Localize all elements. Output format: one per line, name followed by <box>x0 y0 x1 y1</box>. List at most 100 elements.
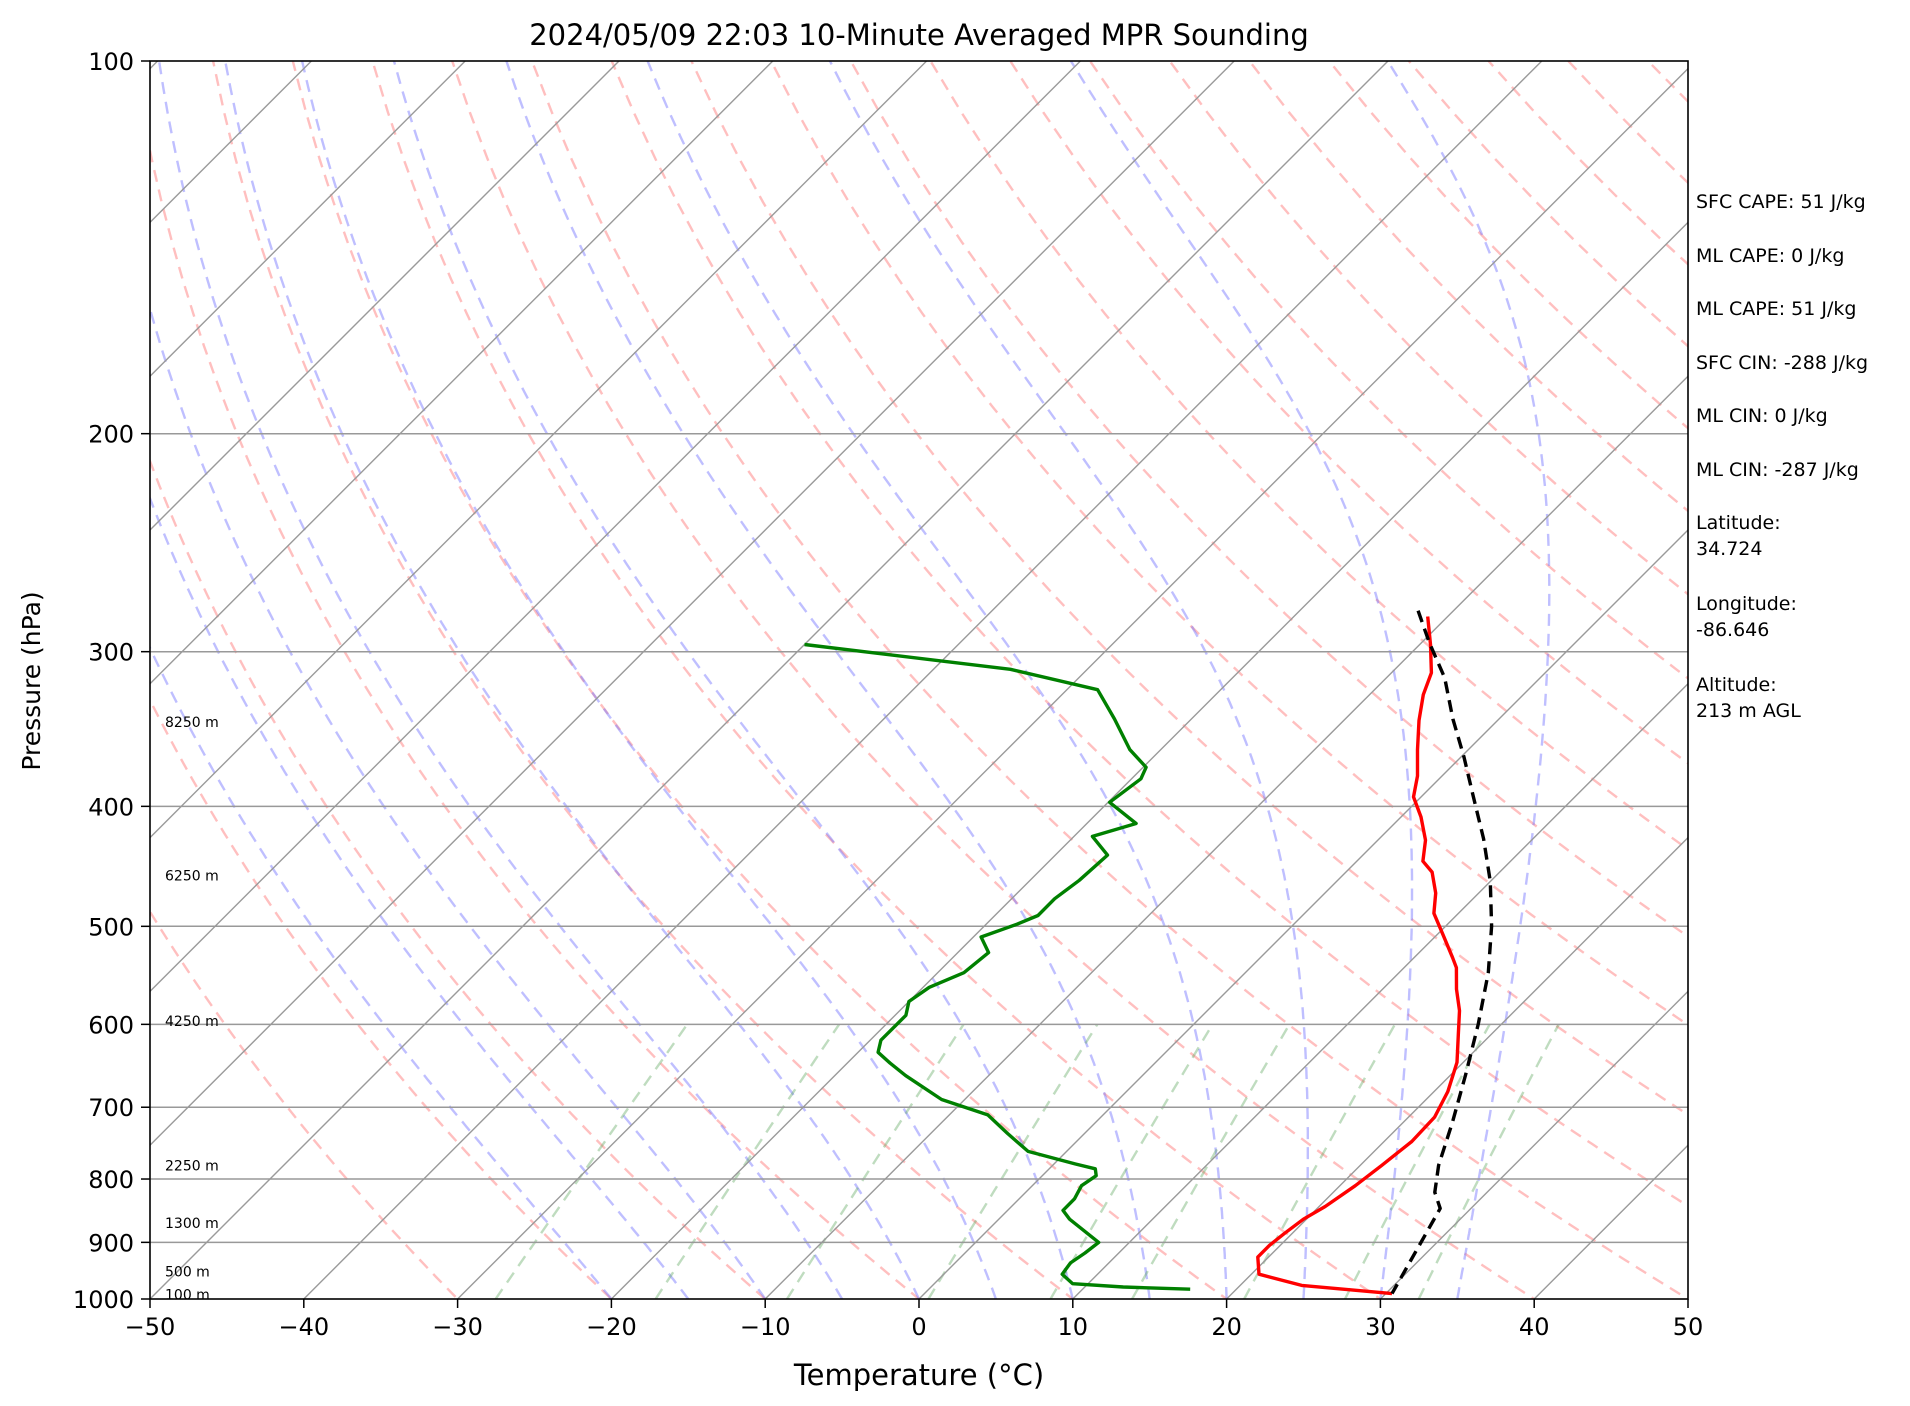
isotherm-line <box>150 61 774 685</box>
height-labels: 8250 m 6250 m 4250 m 2250 m 1300 m 500 m 100 m <box>165 715 219 1304</box>
moist-adiabat <box>646 61 1228 1299</box>
ml-cin-label-2: ML CIN: -287 J/kg <box>1696 459 1859 481</box>
dry-adiabat <box>610 61 1688 1208</box>
dry-adiabat <box>451 61 1537 1299</box>
sfc-cape-label: SFC CAPE: 51 J/kg <box>1696 191 1866 213</box>
dry-adiabat <box>849 61 1688 938</box>
height-label: 6250 m <box>165 869 219 885</box>
x-tick-label: −40 <box>278 1313 329 1341</box>
latitude-value: 34.724 <box>1696 538 1763 560</box>
x-axis-label: Temperature (°C) <box>793 1358 1044 1392</box>
dry-adiabat <box>530 61 1688 1299</box>
dry-adiabat <box>770 61 1688 1027</box>
dry-adiabat <box>291 61 1229 1299</box>
dry-adiabat <box>1168 61 1688 596</box>
isotherm-line <box>150 61 928 839</box>
y-tick-label: 600 <box>88 1011 134 1039</box>
isotherm-line <box>610 221 1688 1299</box>
isotherm-line <box>764 375 1688 1299</box>
x-tick-label: −50 <box>125 1313 176 1341</box>
moist-adiabat <box>392 61 1074 1299</box>
chart-title: 2024/05/09 22:03 10-Minute Averaged MPR … <box>529 18 1309 52</box>
mixing-ratio-line <box>494 1023 689 1299</box>
dry-adiabat <box>211 61 1075 1299</box>
y-tick-label: 300 <box>88 639 134 667</box>
isotherm-line <box>150 61 1389 1299</box>
background-grid <box>0 61 1688 1299</box>
isotherm-line <box>150 61 1235 1147</box>
isotherm-line <box>457 67 1688 1299</box>
height-label: 100 m <box>165 1288 210 1304</box>
altitude-value: 213 m AGL <box>1696 700 1801 722</box>
height-label: 2250 m <box>165 1158 219 1174</box>
isotherm-line <box>1072 682 1688 1299</box>
y-tick-label: 700 <box>88 1094 134 1122</box>
height-label: 1300 m <box>165 1216 219 1232</box>
x-tick-label: −30 <box>432 1313 483 1341</box>
ml-cape-label: ML CAPE: 0 J/kg <box>1696 245 1845 267</box>
moist-adiabat <box>150 304 767 1299</box>
moist-adiabat <box>150 495 690 1299</box>
y-axis-label: Pressure (hPa) <box>17 591 46 770</box>
height-label: 4250 m <box>165 1014 219 1030</box>
height-label: 500 m <box>165 1264 210 1280</box>
y-tick-label: 900 <box>88 1229 134 1257</box>
y-tick-label: 800 <box>88 1166 134 1194</box>
mixing-ratio-line <box>1343 1023 1491 1299</box>
dry-adiabat <box>150 457 768 1299</box>
dry-adiabat <box>150 144 921 1299</box>
moist-adiabat <box>1386 61 1551 1299</box>
isotherm-line <box>1379 990 1688 1299</box>
moist-adiabat <box>505 61 1151 1299</box>
y-tick-label: 100 <box>88 48 134 76</box>
isotherm-line <box>918 529 1688 1299</box>
isotherm-line <box>1226 836 1688 1299</box>
dry-adiabat <box>150 697 614 1299</box>
dry-adiabat <box>150 909 460 1299</box>
sounding-series <box>804 610 1494 1296</box>
sfc-cin-label: SFC CIN: -288 J/kg <box>1696 352 1869 374</box>
y-tick-label: 400 <box>88 793 134 821</box>
ml-cape-label-2: ML CAPE: 51 J/kg <box>1696 298 1857 320</box>
isotherm-line <box>150 61 312 224</box>
isotherm-line <box>150 61 466 378</box>
ml-cin-label: ML CIN: 0 J/kg <box>1696 405 1828 427</box>
moist-adiabat <box>1069 61 1414 1299</box>
moist-adiabat <box>828 61 1309 1299</box>
isotherm-line <box>0 61 4 1299</box>
moist-adiabat <box>300 61 998 1299</box>
x-tick-label: 0 <box>911 1313 926 1341</box>
isotherm-line <box>303 61 1543 1299</box>
y-axis-ticks: 100 200 300 400 500 600 700 800 900 1000 <box>73 48 150 1314</box>
temperature-profile-line <box>1256 616 1462 1296</box>
x-axis-ticks: −50 −40 −30 −20 −10 0 10 20 30 40 50 <box>125 1299 1704 1341</box>
dry-adiabat <box>371 61 1383 1299</box>
mixing-ratio-line <box>1131 1023 1291 1299</box>
y-tick-label: 200 <box>88 421 134 449</box>
mixing-ratio-line <box>1417 1023 1560 1299</box>
x-tick-label: −20 <box>586 1313 637 1341</box>
longitude-heading: Longitude: <box>1696 593 1797 615</box>
dewpoint-profile-line <box>804 642 1191 1291</box>
isotherm-line <box>150 61 1081 993</box>
x-tick-label: 40 <box>1519 1313 1550 1341</box>
x-tick-label: 10 <box>1058 1313 1089 1341</box>
x-tick-label: 30 <box>1365 1313 1396 1341</box>
altitude-heading: Altitude: <box>1696 674 1777 696</box>
moist-adiabat <box>224 61 921 1299</box>
height-label: 8250 m <box>165 715 219 731</box>
y-tick-label: 1000 <box>73 1286 134 1314</box>
mixing-ratio-line <box>654 1023 841 1299</box>
x-tick-label: 20 <box>1211 1313 1242 1341</box>
x-tick-label: −10 <box>740 1313 791 1341</box>
moist-adiabat <box>157 61 844 1299</box>
isotherm-line <box>150 61 620 531</box>
dry-adiabat <box>1089 61 1688 680</box>
latitude-heading: Latitude: <box>1696 512 1781 534</box>
parcel-profile-line <box>1390 610 1494 1295</box>
plot-frame <box>149 60 1689 1300</box>
y-tick-label: 500 <box>88 913 134 941</box>
longitude-value: -86.646 <box>1696 619 1770 641</box>
x-tick-label: 50 <box>1673 1313 1704 1341</box>
